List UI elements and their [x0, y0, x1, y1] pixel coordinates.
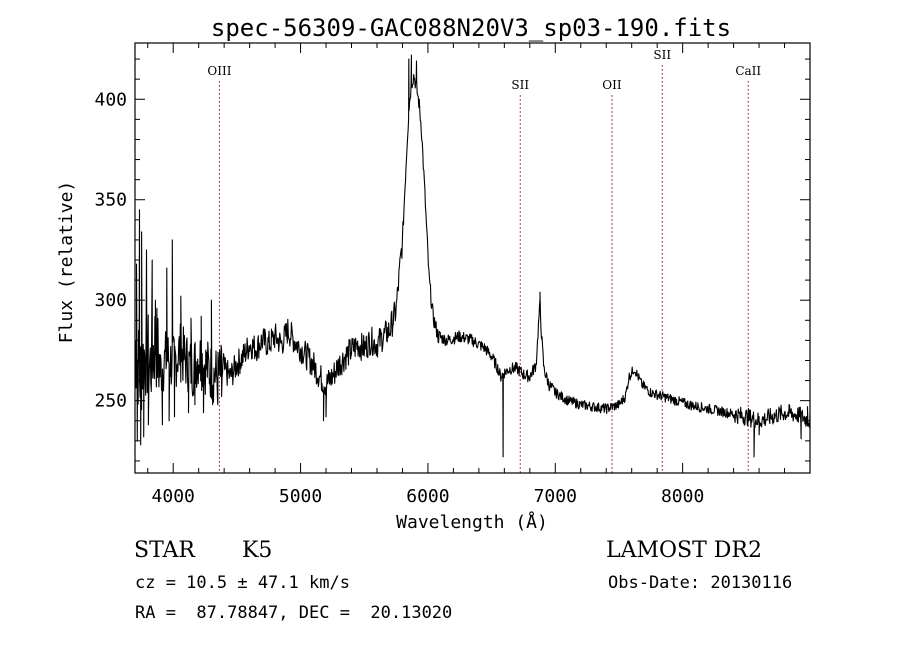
y-tick-label: 250: [94, 391, 127, 412]
emission-line-label: OII: [602, 78, 622, 92]
object-type: STAR: [134, 538, 195, 563]
emission-line-label: SII: [511, 78, 529, 92]
y-tick-label: 300: [94, 290, 127, 311]
x-tick-label: 4000: [152, 486, 195, 507]
x-axis-label: Wavelength (Å): [396, 511, 548, 533]
axes: 4000 5000 6000 7000 8000 250 300 350 400: [94, 43, 810, 507]
x-tick-label: 8000: [661, 486, 704, 507]
chart-title: spec-56309-GAC088N20V3_sp03-190.fits: [211, 14, 731, 42]
emission-line-label: CaII: [735, 64, 761, 78]
emission-lines: OIII SII OII SII CaII: [207, 48, 761, 473]
velocity-info: cz = 10.5 ± 47.1 km/s: [135, 573, 350, 593]
y-tick-label: 400: [94, 89, 127, 110]
spectrum-line: [134, 54, 811, 458]
x-tick-label: 6000: [406, 486, 449, 507]
plot-frame: [134, 42, 811, 474]
spectrum: [134, 54, 811, 458]
x-tick-label: 5000: [279, 486, 322, 507]
y-axis-label: Flux (relative): [56, 181, 77, 344]
observation-date: Obs-Date: 20130116: [608, 573, 793, 593]
emission-line-label: SII: [653, 48, 671, 62]
coordinates-info: RA = 87.78847, DEC = 20.13020: [135, 603, 453, 623]
y-tick-label: 350: [94, 190, 127, 211]
survey-name: LAMOST DR2: [606, 538, 762, 563]
spectral-class: K5: [242, 538, 273, 563]
x-tick-label: 7000: [534, 486, 577, 507]
emission-line-label: OIII: [207, 64, 231, 78]
